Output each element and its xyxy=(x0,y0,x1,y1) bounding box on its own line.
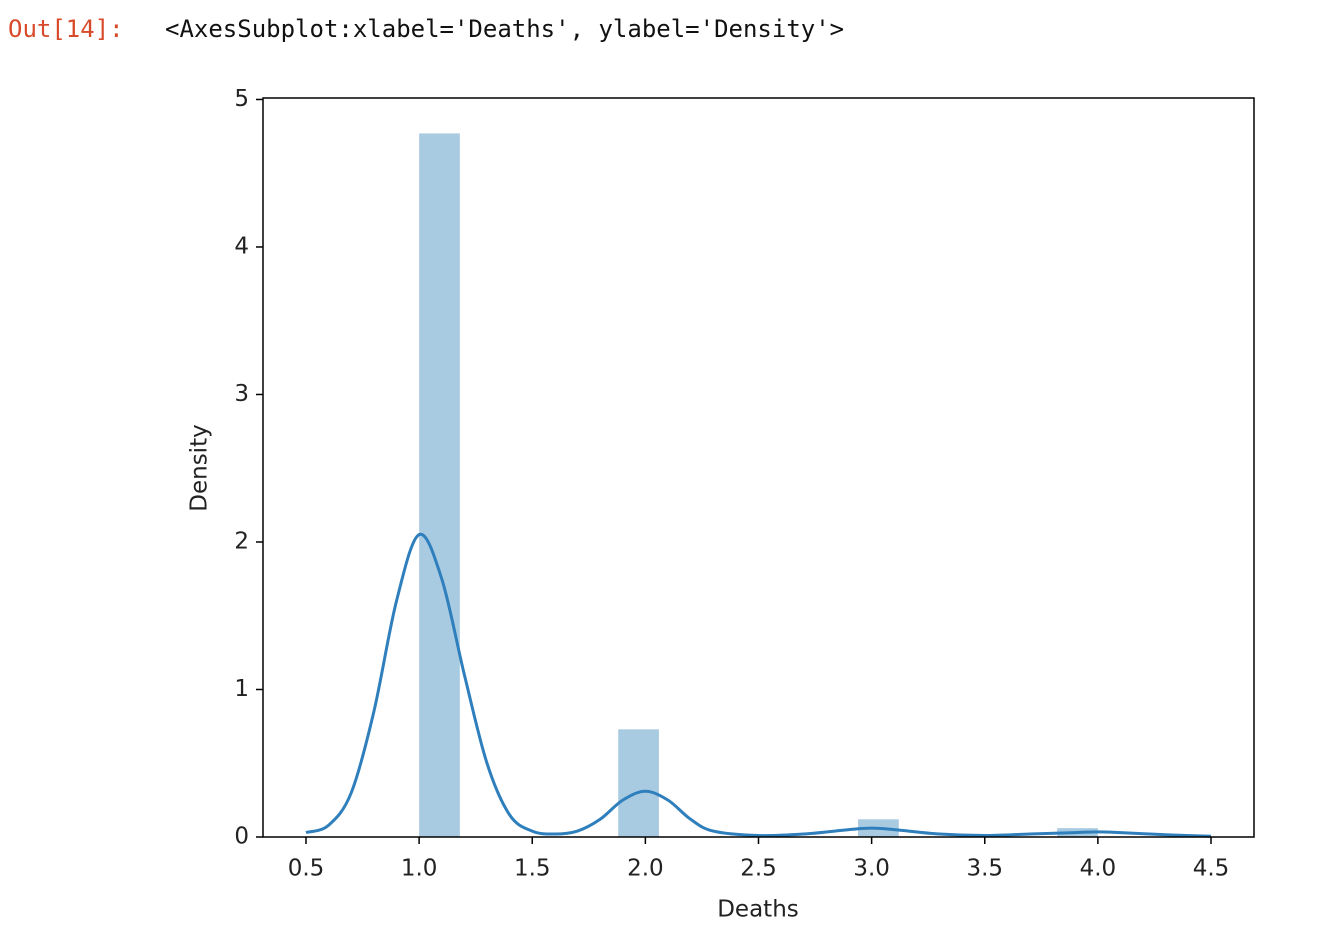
x-tick-label: 4.0 xyxy=(1080,856,1117,882)
y-tick-label: 0 xyxy=(234,824,249,850)
x-axis-label: Deaths xyxy=(717,897,799,923)
y-axis-label: Density xyxy=(187,424,213,511)
histogram-bar xyxy=(618,729,659,837)
x-tick-label: 2.5 xyxy=(740,856,777,882)
y-tick-label: 5 xyxy=(234,86,249,112)
x-tick-label: 2.0 xyxy=(627,856,664,882)
y-tick-label: 3 xyxy=(234,381,249,407)
kde-line xyxy=(305,532,1212,838)
output-prompt: Out[14]: xyxy=(8,15,124,43)
y-tick-label: 2 xyxy=(234,528,249,554)
output-repr: <AxesSubplot:xlabel='Deaths', ylabel='De… xyxy=(165,15,844,43)
y-tick-label: 4 xyxy=(234,233,249,259)
x-tick-label: 4.5 xyxy=(1193,856,1230,882)
histogram-bar xyxy=(419,133,460,838)
axes-frame xyxy=(262,97,1255,838)
y-tick-label: 1 xyxy=(234,676,249,702)
x-tick-label: 3.5 xyxy=(966,856,1003,882)
x-tick-label: 3.0 xyxy=(853,856,890,882)
x-tick-label: 1.5 xyxy=(514,856,551,882)
x-tick-label: 0.5 xyxy=(288,856,325,882)
x-tick-label: 1.0 xyxy=(401,856,438,882)
